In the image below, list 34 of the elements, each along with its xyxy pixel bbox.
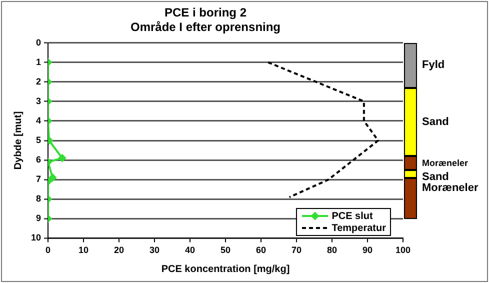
x-tick-label: 0 [46,245,51,256]
x-tick-label: 100 [395,245,411,256]
legend-label: Temperatur [332,222,386,234]
y-tick-label: 9 [36,213,42,224]
x-tick-label: 70 [291,245,302,256]
y-tick-label: 1 [36,56,42,67]
x-tick-label: 80 [326,245,338,256]
text: Sand [422,114,449,129]
x-tick-label: 30 [150,245,160,256]
chart-title: PCE i boring 2 [164,6,247,20]
y-tick-label: 3 [36,96,42,106]
y-tick-label: 0 [36,37,42,48]
x-tick-label: 50 [220,245,231,256]
y-axis-title: Dybde [mut] [12,111,24,170]
x-tick-label: 90 [362,245,373,256]
y-tick-label: 10 [30,232,42,243]
x-tick-label: 40 [185,245,196,256]
x-tick-label: 10 [78,245,89,256]
x-tick-label: 60 [256,245,266,256]
y-tick-label: 6 [36,154,42,165]
y-tick-label: 5 [36,134,42,145]
text: Moræneler [422,156,468,170]
y-tick-label: 4 [36,115,42,126]
text: Fyld [422,58,445,72]
chart-subtitle: Område I efter oprensning [130,20,281,34]
y-tick-label: 7 [36,174,42,184]
text: Moræneler [422,181,478,196]
y-tick-label: 2 [36,76,42,86]
x-tick-label: 20 [114,245,124,256]
text: Sand [422,170,449,183]
line-series [267,61,380,198]
legend-label: PCE slut [332,210,373,222]
y-tick-label: 8 [36,194,42,204]
x-axis-title: PCE koncentration [mg/kg] [161,264,290,275]
